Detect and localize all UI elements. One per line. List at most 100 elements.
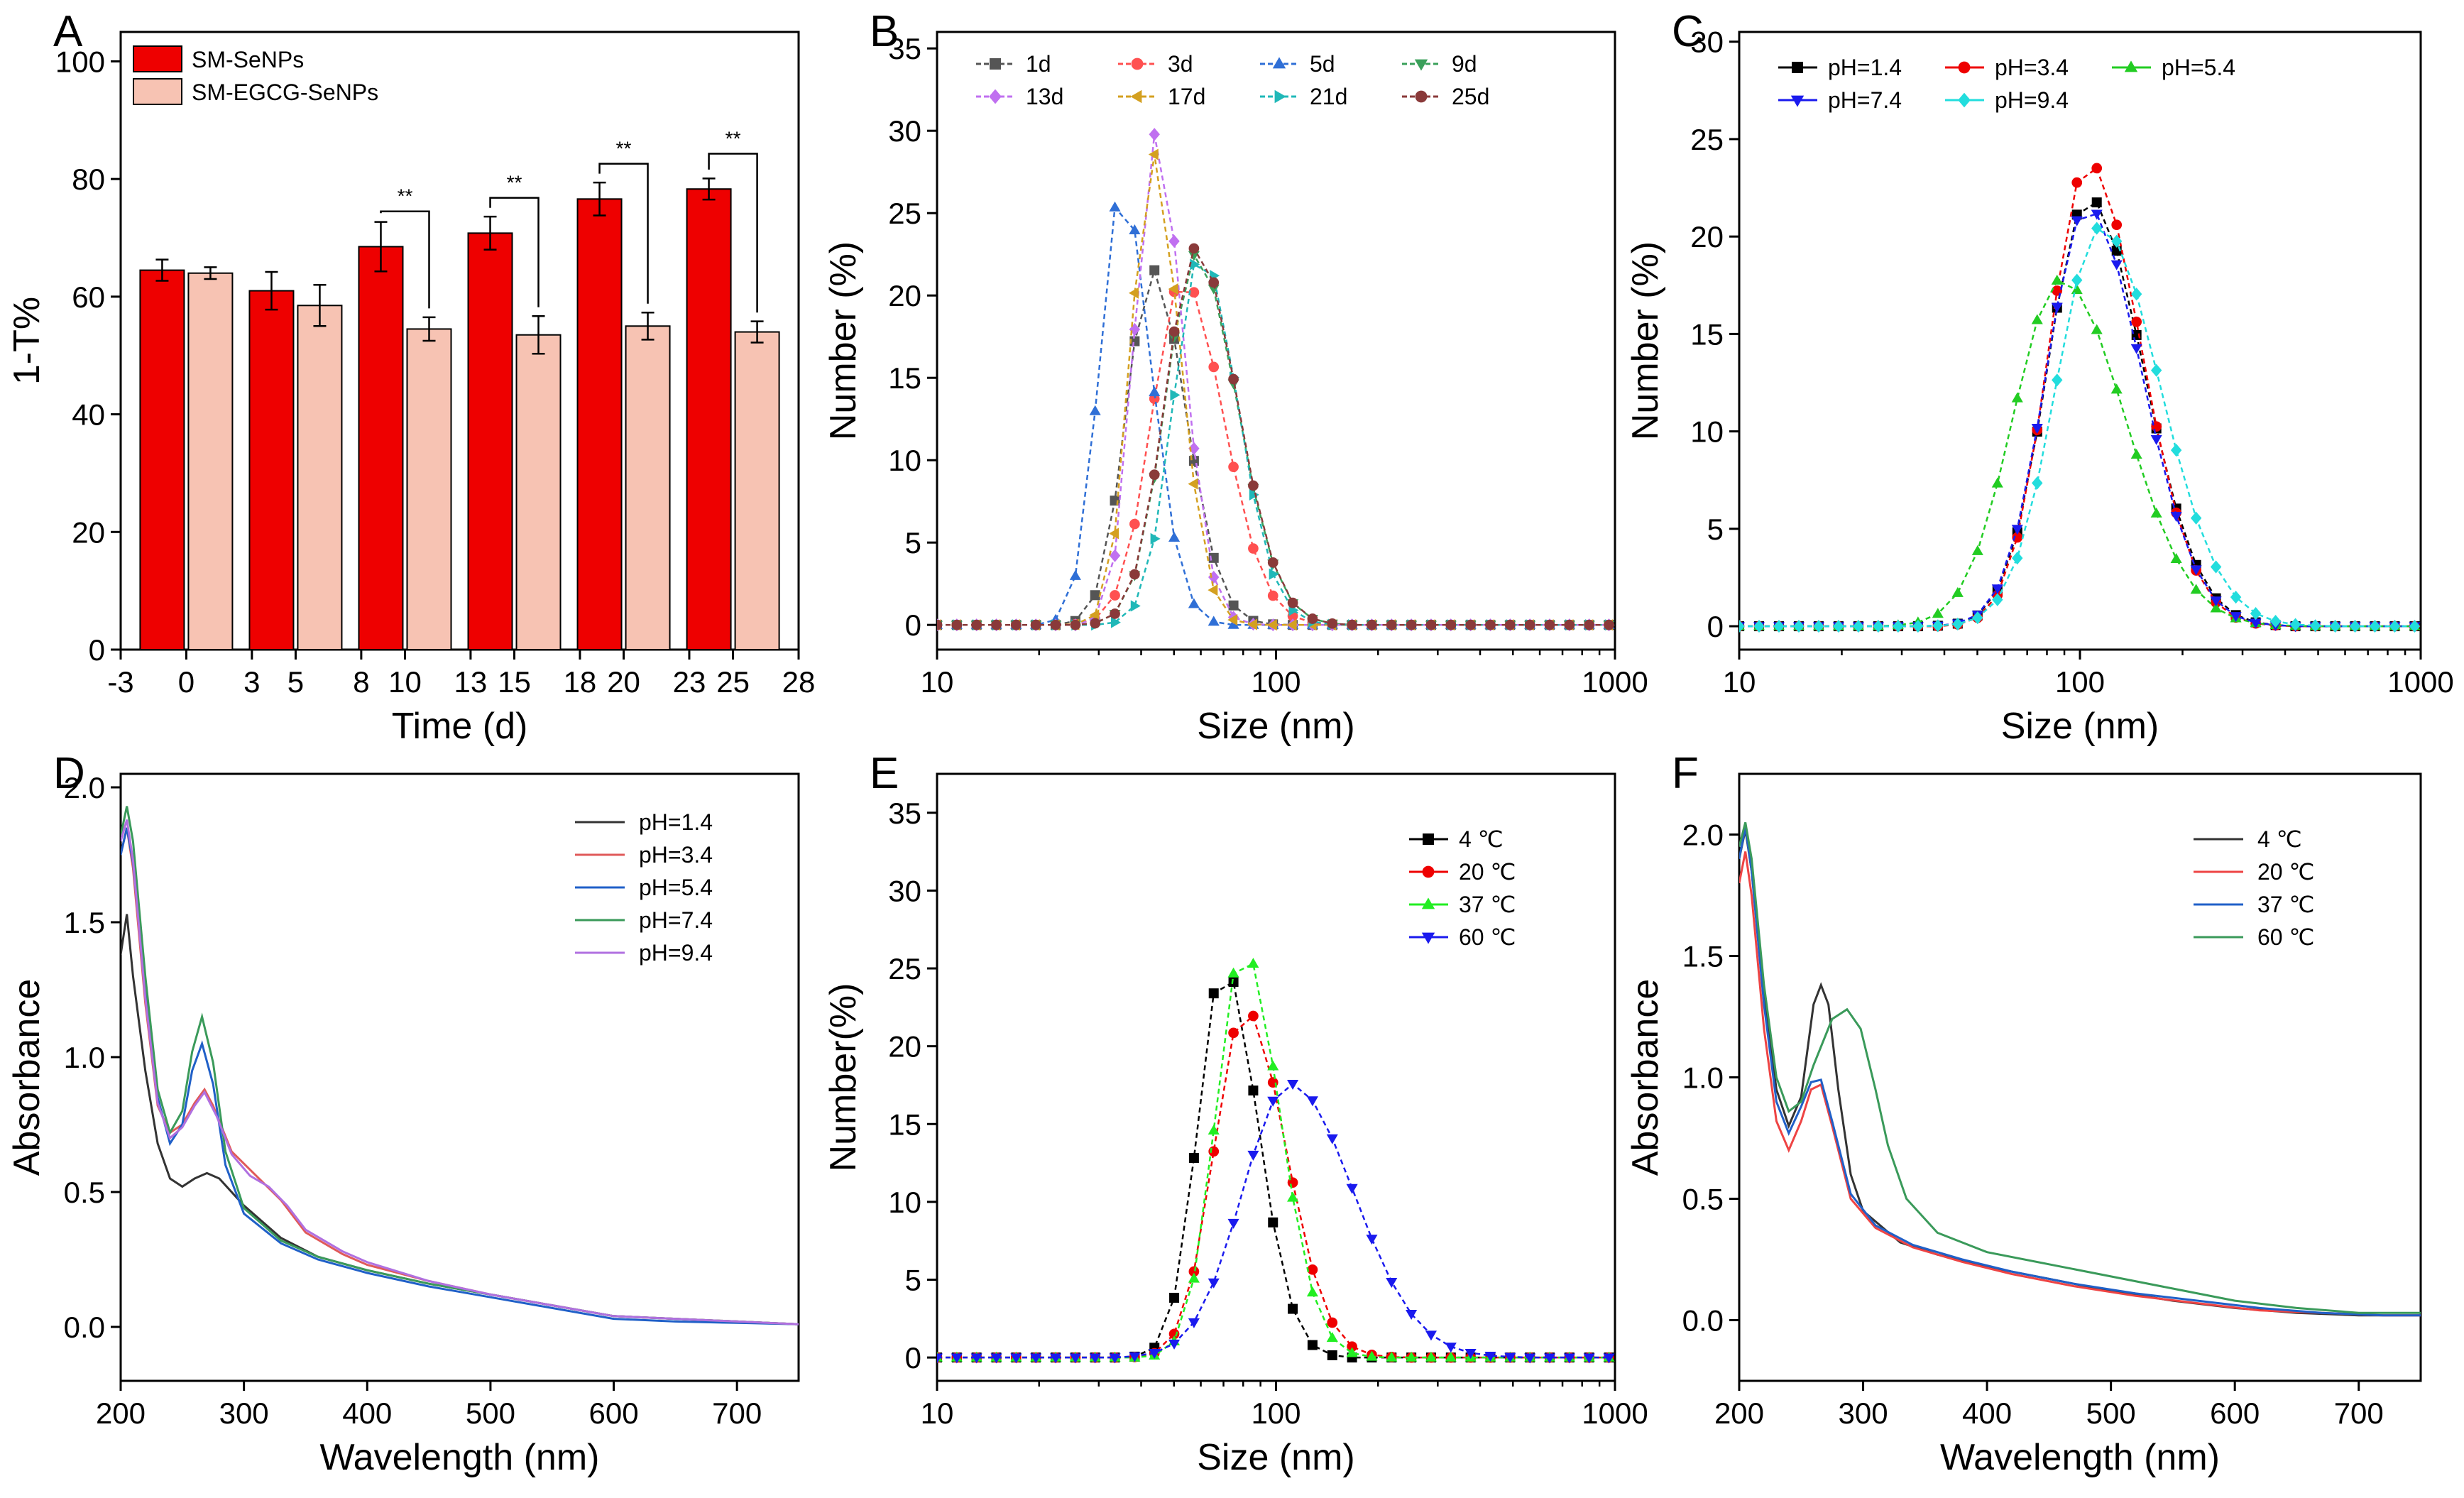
marker-60 ℃ [1227,1218,1239,1229]
legend-marker [990,58,1001,70]
marker-60 ℃ [1504,1352,1516,1363]
marker-25d [1030,619,1041,630]
marker-13d [1168,234,1180,248]
marker-5d [1089,405,1101,415]
marker-25d [1347,619,1357,630]
marker-60 ℃ [1208,1278,1220,1289]
x-tick-label-E: 100 [1251,1396,1301,1430]
x-axis-label-F: Wavelength (nm) [1940,1437,2220,1478]
marker-4 ℃ [1268,1217,1278,1228]
marker-3d [1129,518,1140,530]
x-tick-label-A: 5 [288,665,304,699]
marker-pH=9.4 [1932,619,1944,633]
marker-25d [1307,613,1318,624]
x-tick-label-A: 18 [564,665,597,699]
marker-1d [1228,600,1239,611]
bar-SM-EGCG-SeNPs [515,334,562,650]
marker-9d [1188,251,1200,261]
y-tick-label-F: 2.0 [1682,819,1724,852]
marker-5d [1188,598,1200,608]
marker-pH=9.4 [2012,552,2023,565]
bar-SM-EGCG-SeNPs [625,325,671,650]
marker-37 ℃ [1346,1347,1358,1357]
series-line-pH=3.4 [121,827,799,1325]
marker-pH=5.4 [2091,324,2103,334]
x-tick-label-F: 500 [2086,1396,2136,1430]
plot-frame-D [119,772,800,1382]
marker-25d [1208,277,1220,288]
panel-E: 0 5 10 15 20 25 30 35 10 100 1000 Size (nm) Number(%… [823,749,1648,1478]
plot-frame-A [119,31,800,651]
y-tick-label-E: 25 [888,952,921,985]
marker-17d [1128,287,1139,299]
marker-pH=1.4 [2091,197,2102,208]
marker-25d [1090,618,1101,629]
legend-label: 13d [1026,84,1063,109]
legend-swatch [133,45,182,72]
marker-60 ℃ [1583,1353,1595,1364]
marker-60 ℃ [1030,1353,1042,1364]
marker-21d [1170,389,1181,401]
x-tick-label-A: 28 [782,665,816,699]
plot-area-C [1739,163,2421,633]
marker-pH=9.4 [2369,619,2381,633]
marker-60 ℃ [1603,1353,1615,1364]
y-axis-label-E: Number(%) [823,983,864,1172]
marker-pH=9.4 [2170,444,2182,457]
x-axis-label-A: Time (d) [392,706,528,747]
x-axis-label-D: Wavelength (nm) [320,1437,600,1478]
legend-label: 60 ℃ [2257,924,2314,950]
marker-pH=5.4 [2170,552,2182,563]
x-tick-label-A: 23 [673,665,706,699]
y-tick-label-C: 0 [1707,610,1724,643]
bar-SM-EGCG-SeNPs [297,305,343,650]
y-tick-label-B: 15 [888,361,921,395]
panel-label-D: D [53,749,85,798]
marker-37 ℃ [1188,1272,1200,1283]
marker-pH=9.4 [2409,619,2421,633]
x-tick-label-D: 300 [219,1396,269,1430]
series-line-20 ℃ [1739,851,2421,1317]
y-tick-label-D: 0.5 [64,1176,105,1209]
marker-60 ℃ [1464,1348,1477,1359]
plot-frame-C [1738,31,2422,651]
marker-pH=5.4 [2031,314,2043,324]
legend-label: 17d [1168,84,1205,109]
x-tick-label-B: 10 [921,665,954,699]
marker-5d [1208,616,1220,626]
marker-37 ℃ [1208,1125,1220,1135]
marker-25d [1248,480,1259,491]
marker-1d [1090,590,1100,601]
bar-SM-SeNPs [139,269,185,651]
marker-60 ℃ [1524,1353,1536,1364]
marker-25d [937,619,943,630]
marker-37 ℃ [1267,1060,1279,1071]
legend-marker [1274,89,1286,104]
marker-pH=7.4 [2130,344,2142,354]
marker-37 ℃ [1287,1191,1299,1202]
series-line-60 ℃ [1739,822,2421,1314]
marker-25d [971,619,982,630]
bar-SM-SeNPs [576,198,623,651]
marker-25d [1050,619,1061,630]
marker-25d [1367,619,1377,630]
series-line-pH=9.4 [121,819,799,1325]
marker-pH=5.4 [1971,545,1983,555]
marker-4 ℃ [1307,1340,1318,1350]
marker-pH=7.4 [2170,512,2182,523]
marker-3d [1267,590,1278,601]
legend-swatch [133,78,182,105]
y-tick-label-E: 30 [888,874,921,907]
marker-25d [1604,619,1614,630]
marker-25d [1485,619,1496,630]
marker-13d [1188,442,1200,455]
marker-17d [1089,609,1100,621]
marker-17d [1148,148,1159,160]
y-tick-label-A: 0 [89,633,105,667]
bar-SM-SeNPs [686,188,732,650]
marker-pH=7.4 [2210,596,2222,607]
y-tick-label-C: 30 [1690,26,1724,59]
marker-60 ℃ [951,1353,963,1364]
legend-label: pH=9.4 [639,940,713,966]
x-tick-label-F: 600 [2210,1396,2260,1430]
